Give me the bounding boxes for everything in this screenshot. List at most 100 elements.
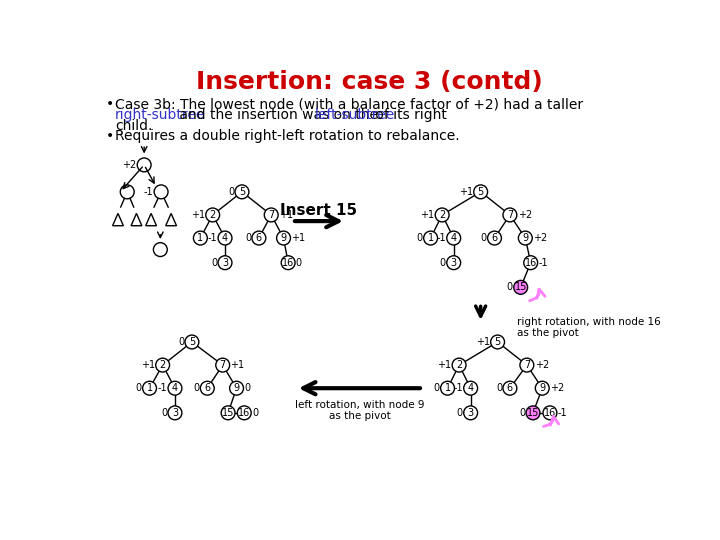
- Text: +2: +2: [518, 210, 532, 220]
- Text: 0: 0: [136, 383, 142, 393]
- Text: 0: 0: [194, 383, 199, 393]
- Text: 16: 16: [525, 258, 537, 268]
- Circle shape: [474, 185, 487, 199]
- Text: -1: -1: [436, 233, 446, 243]
- Circle shape: [154, 185, 168, 199]
- Circle shape: [200, 381, 215, 395]
- Text: +2: +2: [533, 233, 547, 243]
- Circle shape: [194, 231, 207, 245]
- Text: •: •: [106, 97, 114, 111]
- Circle shape: [221, 406, 235, 420]
- Text: +1: +1: [420, 210, 434, 220]
- Circle shape: [435, 208, 449, 222]
- Text: 0: 0: [228, 187, 234, 197]
- Circle shape: [206, 208, 220, 222]
- Circle shape: [143, 381, 156, 395]
- Circle shape: [230, 381, 243, 395]
- Text: 3: 3: [172, 408, 178, 418]
- Text: 1: 1: [146, 383, 153, 393]
- Text: -1: -1: [207, 233, 217, 243]
- Text: 0: 0: [417, 233, 423, 243]
- Text: +1: +1: [279, 210, 293, 220]
- Text: 0: 0: [211, 258, 217, 268]
- Text: +1: +1: [437, 360, 451, 370]
- Circle shape: [503, 381, 517, 395]
- Circle shape: [464, 381, 477, 395]
- Text: 15: 15: [527, 408, 539, 418]
- Circle shape: [523, 256, 538, 269]
- Text: 2: 2: [210, 210, 216, 220]
- Text: 16: 16: [544, 408, 556, 418]
- Text: 7: 7: [507, 210, 513, 220]
- Circle shape: [520, 358, 534, 372]
- Text: Case 3b: The lowest node (with a balance factor of +2) had a taller: Case 3b: The lowest node (with a balance…: [115, 97, 583, 111]
- Text: -1: -1: [454, 383, 463, 393]
- Text: +1: +1: [191, 210, 205, 220]
- Text: 5: 5: [189, 337, 195, 347]
- Text: 0: 0: [161, 408, 167, 418]
- Text: 3: 3: [451, 258, 456, 268]
- Text: Insertion: case 3 (contd): Insertion: case 3 (contd): [196, 70, 542, 94]
- Circle shape: [447, 256, 461, 269]
- Text: +2: +2: [534, 360, 549, 370]
- Text: -1: -1: [539, 258, 548, 268]
- Text: 0: 0: [481, 233, 487, 243]
- Text: and the insertion was on the: and the insertion was on the: [176, 108, 383, 122]
- Text: +2: +2: [550, 383, 564, 393]
- Circle shape: [514, 280, 528, 294]
- Text: 4: 4: [172, 383, 178, 393]
- Text: 9: 9: [281, 233, 287, 243]
- Circle shape: [168, 381, 182, 395]
- Text: 16: 16: [238, 408, 251, 418]
- Text: 2: 2: [456, 360, 462, 370]
- Circle shape: [218, 256, 232, 269]
- Circle shape: [447, 231, 461, 245]
- Circle shape: [235, 185, 249, 199]
- Text: left-subtree: left-subtree: [315, 108, 395, 122]
- Text: child.: child.: [115, 119, 152, 133]
- Circle shape: [138, 158, 151, 172]
- Text: 0: 0: [496, 383, 503, 393]
- Text: 1: 1: [197, 233, 204, 243]
- Text: 6: 6: [492, 233, 498, 243]
- Text: 15: 15: [222, 408, 234, 418]
- Circle shape: [216, 358, 230, 372]
- Text: 0: 0: [456, 408, 463, 418]
- Text: +1: +1: [141, 360, 155, 370]
- Circle shape: [543, 406, 557, 420]
- Text: 0: 0: [296, 258, 302, 268]
- Text: 0: 0: [507, 282, 513, 292]
- Text: 0: 0: [519, 408, 526, 418]
- Text: 4: 4: [222, 233, 228, 243]
- Text: 4: 4: [451, 233, 456, 243]
- Text: 0: 0: [433, 383, 440, 393]
- Circle shape: [452, 358, 466, 372]
- Text: +1: +1: [459, 187, 473, 197]
- Text: 3: 3: [222, 258, 228, 268]
- Text: 5: 5: [239, 187, 245, 197]
- Text: -1: -1: [158, 383, 167, 393]
- Text: 2: 2: [160, 360, 166, 370]
- Text: 0: 0: [178, 337, 184, 347]
- Text: 16: 16: [282, 258, 294, 268]
- Text: -1: -1: [144, 187, 153, 197]
- Circle shape: [441, 381, 454, 395]
- Text: -1: -1: [558, 408, 567, 418]
- Circle shape: [487, 231, 501, 245]
- Text: left rotation, with node 9
as the pivot: left rotation, with node 9 as the pivot: [295, 400, 425, 421]
- Text: 6: 6: [507, 383, 513, 393]
- Circle shape: [185, 335, 199, 349]
- Circle shape: [156, 358, 170, 372]
- Circle shape: [503, 208, 517, 222]
- Text: Requires a double right-left rotation to rebalance.: Requires a double right-left rotation to…: [115, 130, 459, 144]
- Circle shape: [264, 208, 278, 222]
- Text: 7: 7: [268, 210, 274, 220]
- Circle shape: [518, 231, 532, 245]
- Text: right-subtree: right-subtree: [115, 108, 205, 122]
- Text: 0: 0: [252, 408, 258, 418]
- Circle shape: [490, 335, 505, 349]
- Text: 1: 1: [428, 233, 433, 243]
- Circle shape: [153, 242, 167, 256]
- Circle shape: [168, 406, 182, 420]
- Text: +1: +1: [291, 233, 305, 243]
